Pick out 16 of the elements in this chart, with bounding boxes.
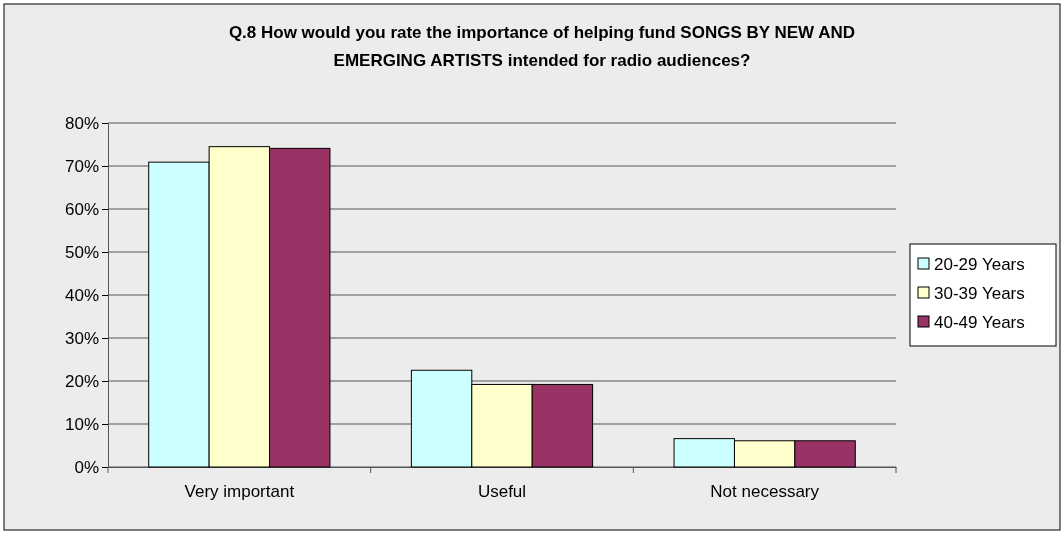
- x-tick-label: Very important: [184, 482, 295, 502]
- y-tick-label: 20%: [64, 371, 99, 391]
- x-tick-label: Useful: [477, 482, 527, 502]
- y-tick-label: 60%: [64, 199, 99, 219]
- y-tick-label: 0%: [74, 457, 99, 477]
- legend-label: 40-49 Years: [934, 313, 1025, 332]
- y-tick-label: 50%: [64, 242, 99, 262]
- y-tick-label: 80%: [64, 113, 99, 133]
- y-tick-label: 70%: [64, 156, 99, 176]
- y-tick-label: 40%: [64, 285, 99, 305]
- y-tick-label: 30%: [64, 328, 99, 348]
- legend-label: 20-29 Years: [934, 255, 1025, 274]
- legend-label: 30-39 Years: [934, 284, 1025, 303]
- x-tick-label: Not necessary: [710, 482, 820, 502]
- chart-title: Q.8 How would you rate the importance of helping fund SONGS BY NEW AND EMERGING ARTISTS intended for radio audiences?: [228, 23, 856, 70]
- y-tick-label: 10%: [64, 414, 99, 434]
